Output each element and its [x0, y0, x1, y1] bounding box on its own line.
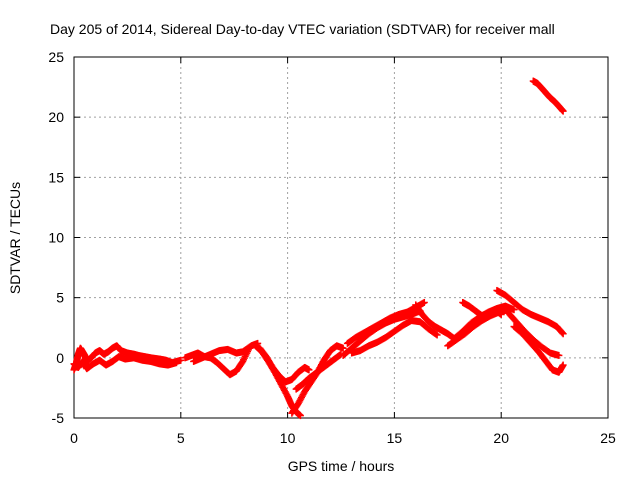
- y-tick-label: -5: [52, 410, 65, 426]
- data-point: [433, 331, 441, 339]
- data-point: [296, 412, 304, 420]
- data-point: [555, 351, 563, 359]
- y-tick-label: 25: [48, 49, 64, 65]
- y-tick-label: 15: [48, 169, 64, 185]
- x-tick-label: 10: [280, 430, 296, 446]
- data-point: [497, 311, 505, 319]
- grid: [74, 57, 608, 418]
- data-point: [305, 366, 313, 374]
- data-point: [559, 107, 567, 115]
- data-point: [559, 361, 567, 369]
- x-tick-label: 0: [70, 430, 78, 446]
- x-tick-label: 25: [600, 430, 616, 446]
- y-tick-label: 10: [48, 230, 64, 246]
- data-series: [70, 77, 567, 420]
- y-tick-label: 20: [48, 109, 64, 125]
- x-tick-label: 15: [387, 430, 403, 446]
- x-axis-label: GPS time / hours: [288, 458, 395, 474]
- x-tick-label: 5: [177, 430, 185, 446]
- data-point: [339, 344, 347, 352]
- y-axis-label: SDTVAR / TECUs: [7, 182, 23, 294]
- data-point: [559, 330, 567, 338]
- x-tick-labels: 0 5 10 15 20 25: [70, 430, 616, 446]
- x-tick-label: 20: [493, 430, 509, 446]
- data-point: [173, 359, 181, 367]
- data-point: [177, 356, 185, 364]
- data-point: [510, 306, 518, 314]
- data-point: [558, 329, 566, 337]
- data-point: [420, 298, 428, 306]
- y-tick-label: 5: [56, 290, 64, 306]
- data-point: [432, 330, 440, 338]
- y-tick-label: 0: [56, 350, 64, 366]
- y-tick-labels: -5 0 5 10 15 20 25: [48, 49, 64, 426]
- chart-title: Day 205 of 2014, Sidereal Day-to-day VTE…: [50, 21, 555, 37]
